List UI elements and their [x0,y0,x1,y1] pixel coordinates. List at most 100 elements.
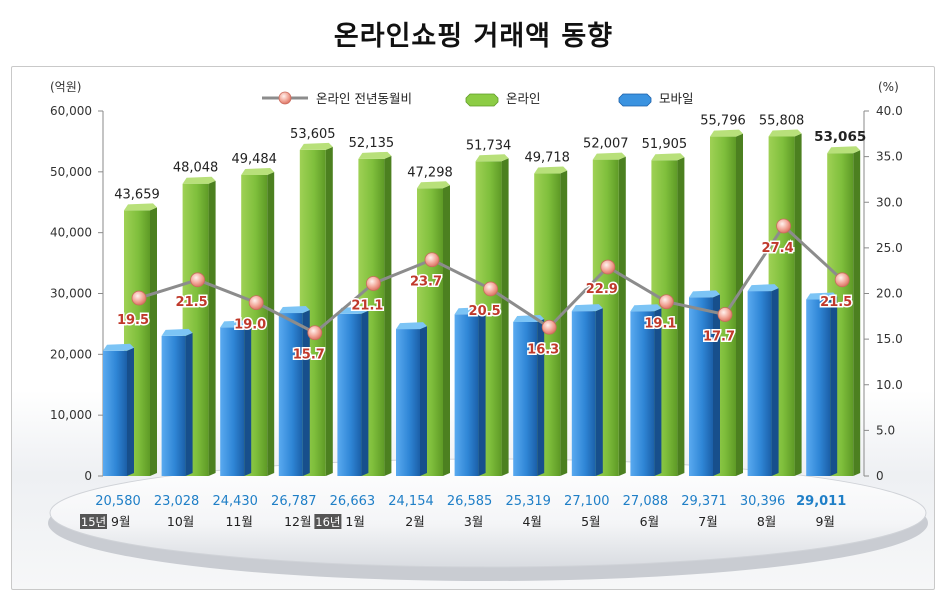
bar-top [827,146,861,154]
yoy-marker [541,319,557,335]
bar-front [278,313,303,476]
bar-side [830,296,838,476]
year-badge [80,514,107,529]
online-bar-label: 43,659 [114,187,160,202]
y-left-tick-label: 30,000 [50,287,92,301]
year-badge-label: 16년 [315,515,340,529]
bar-top [806,292,838,300]
bar-top [534,166,568,174]
chart-frame: (억원) (%) 0 10,000 20,000 30,000 40,000 50,000 60… [11,66,935,590]
mobile-value-label: 26,663 [330,494,376,509]
mobile-bar [454,307,486,476]
yoy-marker [190,272,206,288]
bar-side [150,207,157,476]
month-label: 4월 [522,514,541,529]
bar-top [417,181,450,189]
bar-front [103,350,127,476]
mobile-bar [220,320,252,476]
yoy-marker [717,307,733,322]
bar-side [853,150,861,476]
month-label: 11월 [225,514,252,529]
bar-top [747,284,779,292]
bar-side [501,158,509,476]
online-bar-label: 55,808 [759,114,805,129]
month-label: 9월 [815,514,834,529]
bar-top [592,152,626,160]
bar-top [220,320,252,328]
online-bar-label: 51,734 [466,138,512,153]
mobile-value-label: 27,088 [623,494,669,509]
month-label: 10월 [167,514,194,529]
mobile-bar [571,304,603,476]
yoy-label: 16.3 [527,342,559,357]
bar-front [630,311,655,476]
bar-side [361,310,369,476]
online-bar-label: 55,796 [700,114,746,129]
y-right-tick-label: 15.0 [876,332,903,346]
bar-side [267,171,275,476]
month-label: 2월 [405,514,424,529]
y-right-tick-label: 5.0 [876,423,895,437]
legend: 온라인 전년동월비 온라인 모바일 [262,91,694,107]
online-bar-label: 53,065 [814,129,866,145]
yoy-marker [834,272,850,288]
bar-side [420,326,427,476]
y-right-tick-label: 10.0 [876,378,903,392]
month-label: 6월 [640,514,659,529]
mobile-bar [161,328,193,476]
bar-side [185,332,193,476]
legend-line-marker [278,91,292,105]
mobile-value-label: 29,371 [681,494,727,509]
bar-top [651,153,685,161]
yoy-label: 20.5 [469,304,501,319]
online-bar-label: 51,905 [642,137,688,152]
bar-side [736,133,743,476]
bar-side [771,288,779,476]
yoy-marker [248,295,264,311]
yoy-marker [776,218,791,234]
legend-online-swatch [465,93,499,107]
bar-front [396,329,420,476]
bar-top [571,304,603,312]
legend-label-yoy: 온라인 전년동월비 [316,91,412,106]
bar-side [618,156,626,476]
month-label: 8월 [757,514,776,529]
bar-top [689,290,720,298]
yoy-marker [307,325,323,341]
mobile-value-label: 24,154 [388,494,434,509]
bar-front [571,311,596,476]
bar-side [560,170,568,476]
bar-side [478,311,486,476]
bar-front [513,321,538,476]
chart-title: 온라인쇼핑 거래액 동향 [333,21,614,52]
yoy-marker [131,290,147,306]
bar-top [124,203,157,211]
y-right-tick-label: 40.0 [876,104,903,118]
mobile-bar [747,284,779,476]
bar-front [689,297,713,476]
bar-top [454,307,486,315]
bar-top [299,142,333,150]
yoy-label: 19.5 [117,313,149,328]
month-label: 9월 [111,514,130,529]
bar-front [337,313,362,476]
bar-top [768,129,802,137]
mobile-bar [806,292,838,476]
online-bar-label: 49,484 [231,152,277,167]
y-right-tick-label: 35.0 [876,150,903,164]
mobile-value-label: 29,011 [796,494,846,509]
bar-side [325,146,333,476]
yoy-marker [483,281,499,297]
yoy-label: 19.1 [644,317,676,332]
month-label: 1월 [345,514,364,529]
bar-side [443,185,450,476]
mobile-value-label: 30,396 [740,494,786,509]
bar-top [161,328,193,336]
yoy-label: 19.0 [234,318,266,333]
mobile-value-label: 20,580 [95,494,141,509]
bar-front [454,314,479,476]
bar-top [358,151,392,159]
yoy-marker [659,294,674,310]
y-left-tick-label: 10,000 [50,408,92,422]
y-left-tick-label: 60,000 [50,104,92,118]
